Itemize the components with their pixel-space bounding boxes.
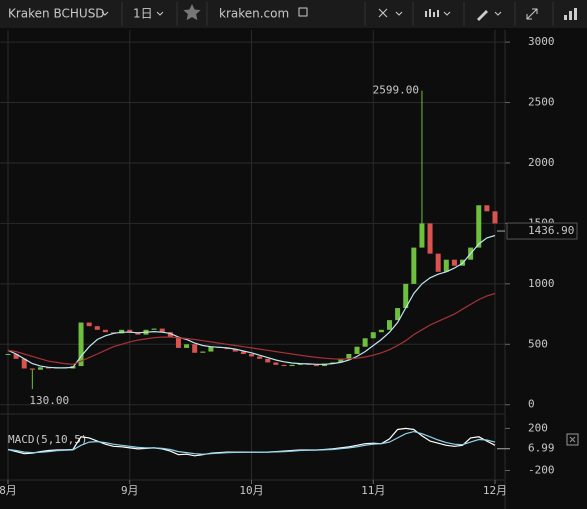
indicator-title: MACD(5,10,5): [8, 433, 87, 446]
candle: [159, 328, 165, 333]
candle: [265, 358, 271, 363]
candle: [86, 322, 92, 327]
close-indicator-x: [569, 436, 576, 443]
candle: [13, 353, 19, 359]
source[interactable]: kraken.com: [219, 7, 289, 21]
candle: [224, 347, 230, 350]
annotation: 130.00: [29, 394, 69, 407]
candle: [200, 351, 206, 353]
last-value-label: 6.99: [528, 442, 555, 455]
candle: [94, 326, 100, 330]
candle: [297, 363, 303, 365]
y-tick-label: 3000: [528, 35, 555, 48]
candle: [289, 364, 295, 367]
candle: [102, 329, 108, 333]
favorite-icon[interactable]: [183, 4, 201, 21]
candle: [240, 351, 246, 354]
ma-line: [7, 234, 496, 369]
candle: [184, 344, 190, 348]
candle: [257, 356, 263, 359]
draw-icon[interactable]: [477, 10, 488, 21]
dropdown-icon: [494, 11, 502, 16]
last-price-label: 1436.90: [528, 224, 574, 237]
candle: [78, 322, 84, 367]
candle: [427, 223, 433, 254]
candle: [411, 247, 417, 284]
candle: [346, 353, 352, 359]
candle: [249, 353, 254, 357]
link-icon[interactable]: [298, 7, 308, 17]
chart-type-icon[interactable]: [425, 9, 439, 17]
candle: [435, 253, 441, 272]
dropdown-icon: [101, 11, 109, 16]
candle: [443, 259, 449, 272]
candle: [192, 344, 198, 353]
x-tick-label: 8月: [0, 484, 17, 497]
candle: [135, 332, 141, 335]
candle: [419, 223, 425, 248]
dropdown-icon: [443, 11, 451, 16]
x-tick-label: 10月: [239, 484, 263, 497]
interval[interactable]: 1日: [133, 7, 153, 21]
ma-line: [7, 292, 496, 365]
screenshot-icon[interactable]: [564, 8, 577, 20]
candle: [378, 329, 384, 333]
x-tick-label: 12月: [483, 484, 507, 497]
candle: [451, 259, 457, 266]
candle: [167, 332, 173, 338]
y-tick-label: 1000: [528, 277, 555, 290]
fullscreen-icon[interactable]: [526, 8, 538, 20]
y-tick-label: 200: [528, 421, 548, 434]
candle: [476, 205, 482, 248]
dropdown-icon: [156, 11, 164, 16]
y-tick-label: 2000: [528, 156, 555, 169]
y-tick-label: 0: [528, 398, 535, 411]
candle: [232, 349, 238, 352]
annotation: 2599.00: [373, 84, 419, 97]
candle: [208, 346, 214, 352]
candle: [370, 332, 376, 339]
candle: [37, 367, 43, 370]
candle: [29, 368, 35, 370]
candle: [175, 337, 181, 348]
macd-line: [7, 430, 496, 455]
symbol[interactable]: Kraken BCHUSD: [8, 7, 105, 21]
candle: [354, 346, 360, 354]
dropdown-icon: [395, 11, 403, 16]
y-tick-label: 2500: [528, 96, 555, 109]
candle: [273, 362, 279, 365]
toolbar-bg: [0, 0, 587, 28]
close-indicator[interactable]: [566, 433, 579, 446]
candle: [313, 364, 319, 367]
candle: [403, 283, 409, 309]
candle: [395, 308, 401, 321]
candle: [492, 211, 498, 224]
candle: [386, 320, 392, 330]
candle: [362, 338, 368, 347]
last-price-box: [506, 222, 578, 240]
candle: [338, 358, 344, 363]
candle: [127, 329, 133, 333]
candle: [484, 205, 490, 212]
x-tick-label: 11月: [361, 484, 385, 497]
candle: [151, 328, 157, 330]
candle: [281, 364, 287, 367]
toolbar: Kraken BCHUSD 1日 kraken.com: [0, 0, 587, 28]
candle: [21, 358, 27, 369]
y-tick-label: 500: [528, 337, 548, 350]
candle: [5, 353, 11, 355]
x-tick-label: 9月: [121, 484, 139, 497]
y-tick-label: -200: [528, 464, 555, 477]
tools-icon[interactable]: [378, 8, 388, 18]
